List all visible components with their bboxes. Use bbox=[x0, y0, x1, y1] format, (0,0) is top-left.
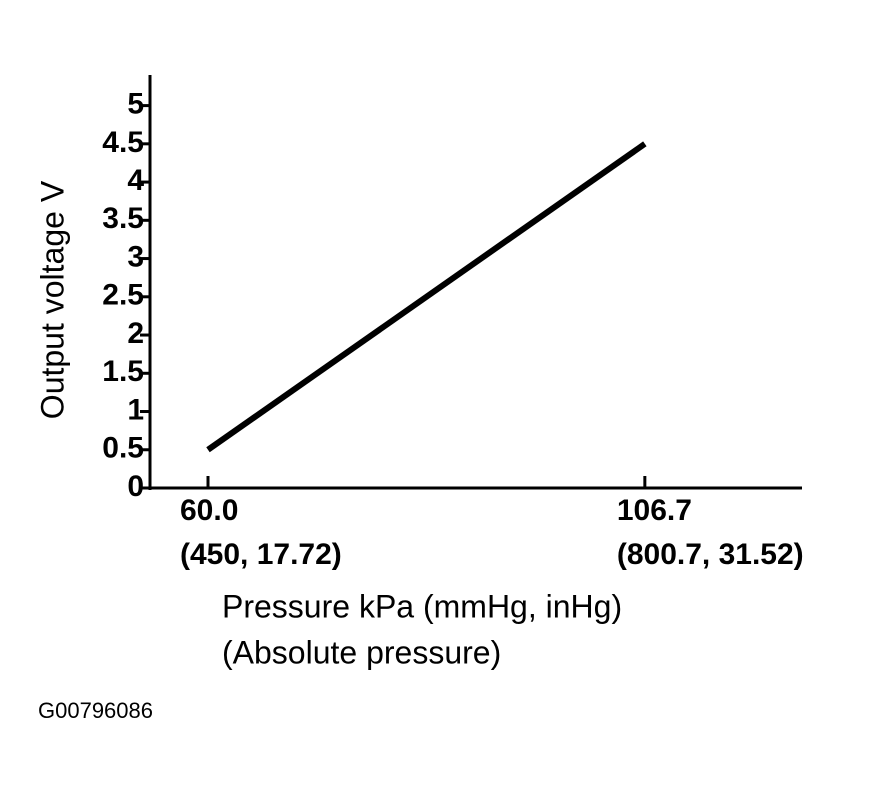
x-tick-sublabel: (450, 17.72) bbox=[180, 538, 342, 571]
y-tick-label: 1 bbox=[127, 393, 144, 426]
x-tick-sublabel: (800.7, 31.52) bbox=[617, 538, 804, 571]
y-tick-label: 3 bbox=[127, 240, 144, 273]
y-tick-label: 2 bbox=[127, 317, 144, 350]
y-tick-label: 5 bbox=[127, 88, 144, 121]
data-line bbox=[206, 141, 647, 453]
x-tick-label: 60.0 bbox=[180, 494, 238, 527]
x-axis-title: (Absolute pressure) bbox=[222, 634, 501, 670]
y-axis-title: Output voltage V bbox=[34, 180, 70, 419]
y-tick-label: 0.5 bbox=[102, 432, 144, 465]
figure-id: G00796086 bbox=[38, 698, 153, 723]
y-tick-label: 4 bbox=[127, 164, 144, 197]
y-tick-label: 4.5 bbox=[102, 126, 144, 159]
x-axis-title: Pressure kPa (mmHg, inHg) bbox=[222, 588, 622, 624]
y-tick-label: 3.5 bbox=[102, 202, 144, 235]
y-tick-label: 2.5 bbox=[102, 279, 144, 312]
y-tick-label: 0 bbox=[127, 470, 144, 503]
x-tick-label: 106.7 bbox=[617, 494, 692, 527]
y-tick-label: 1.5 bbox=[102, 355, 144, 388]
